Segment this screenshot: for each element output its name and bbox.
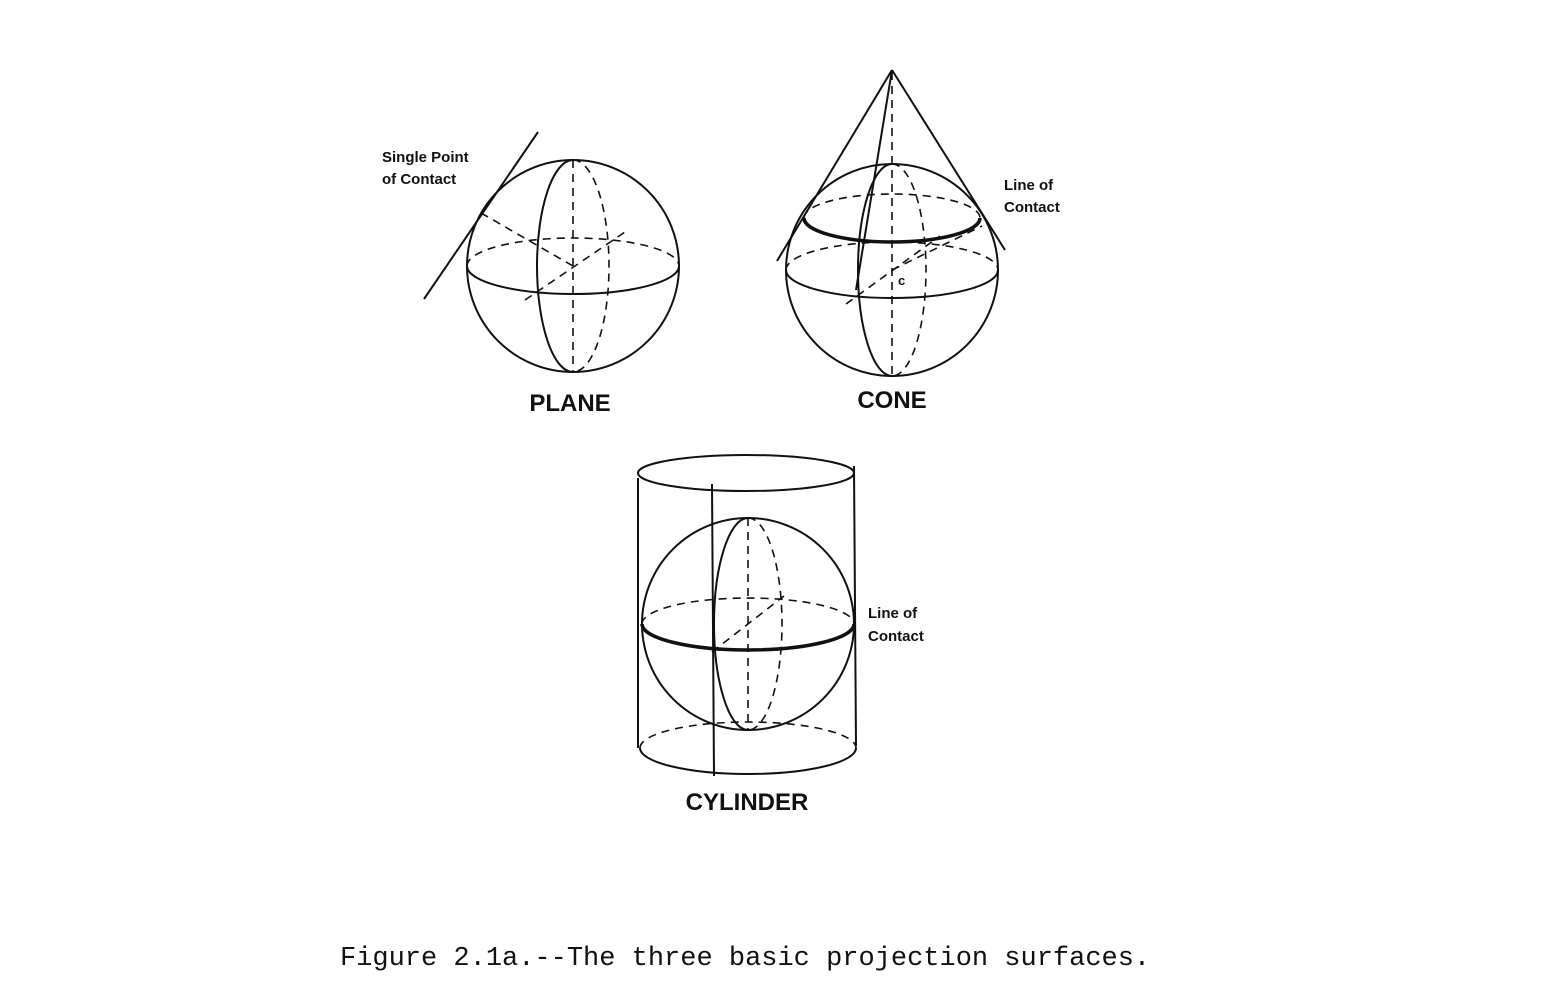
cone-side-front <box>855 69 893 291</box>
cylinder-bottom-back <box>639 721 857 749</box>
cone-contact-circle-back <box>803 193 981 219</box>
cylinder-wall-right <box>853 465 857 747</box>
cone-side-left <box>776 69 893 262</box>
cylinder-meridian-front <box>713 517 749 731</box>
cylinder-equator-back <box>641 597 855 625</box>
cone-annotation-line2: Contact <box>1004 199 1060 216</box>
plane-depth-axis <box>524 231 626 301</box>
plane-title: PLANE <box>529 390 610 417</box>
cylinder-depth-axis <box>711 595 785 653</box>
plane-meridian-back <box>572 159 610 373</box>
plane-diagram: Single Point of Contact PLANE <box>382 131 680 417</box>
plane-equator-back <box>466 237 680 267</box>
plane-annotation-line1: Single Point <box>382 149 469 166</box>
cylinder-annotation-line2: Contact <box>868 628 924 645</box>
plane-meridian-front <box>536 159 574 373</box>
cylinder-title: CYLINDER <box>686 789 809 816</box>
cone-radius-to-contact <box>891 225 983 271</box>
cone-center-label: c <box>898 273 905 288</box>
cone-diagram: c Line of Contact CONE <box>776 69 1060 414</box>
plane-annotation-line2: of Contact <box>382 171 456 188</box>
cone-title: CONE <box>857 387 926 414</box>
cylinder-annotation-line1: Line of <box>868 605 918 622</box>
cylinder-wall-front <box>711 483 715 777</box>
cylinder-diagram: Line of Contact CYLINDER <box>637 454 924 816</box>
figure-caption: Figure 2.1a.--The three basic projection… <box>340 944 1151 974</box>
cylinder-meridian-back <box>747 517 783 731</box>
cone-side-right <box>891 69 1006 251</box>
tangent-plane-line <box>423 131 539 300</box>
cone-meridian-front <box>857 163 893 377</box>
cone-annotation-line1: Line of <box>1004 177 1054 194</box>
cone-meridian-back <box>891 163 927 377</box>
cylinder-top-ellipse <box>637 454 855 492</box>
plane-contact-radius <box>480 212 574 267</box>
cylinder-bottom-front <box>639 747 857 775</box>
